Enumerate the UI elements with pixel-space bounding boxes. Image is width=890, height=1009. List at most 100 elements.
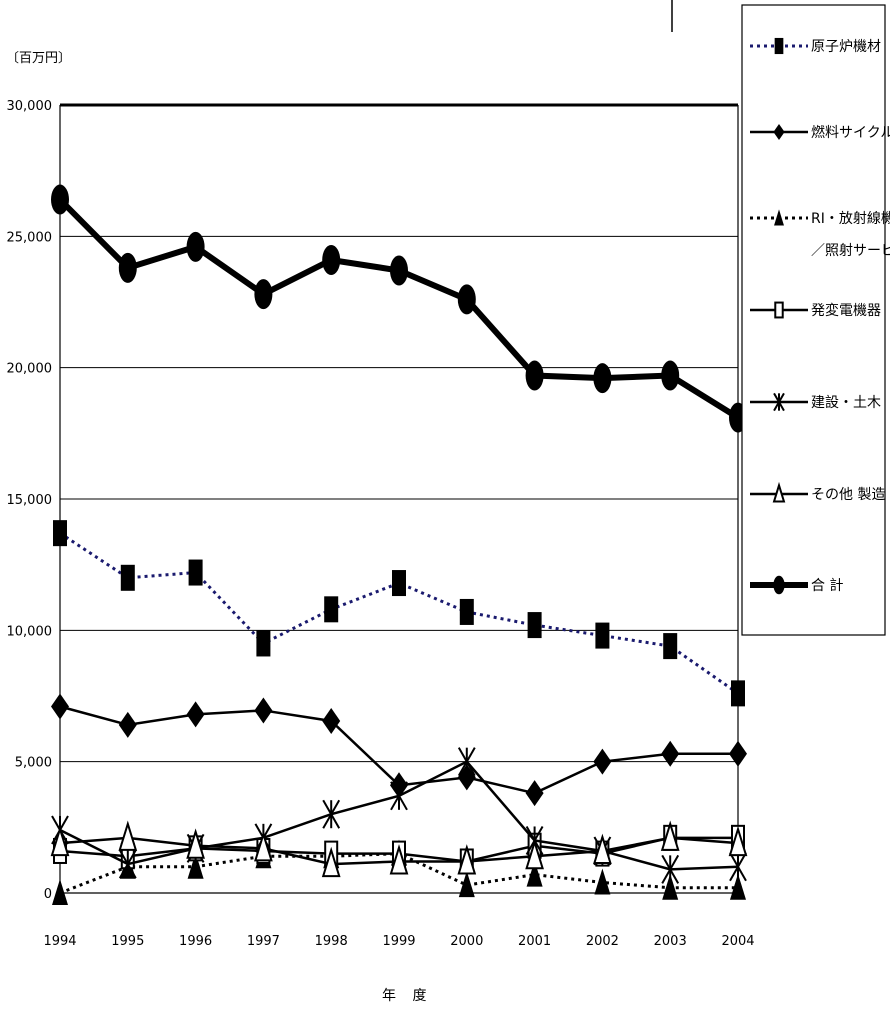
marker-shape — [53, 520, 67, 547]
data-point — [728, 825, 748, 857]
x-tick-label: 1994 — [43, 934, 76, 949]
data-point — [457, 747, 476, 777]
data-point — [186, 828, 205, 859]
y-tick-label: 30,000 — [7, 99, 53, 114]
data-point — [52, 879, 68, 905]
data-point — [729, 852, 747, 882]
marker-shape — [525, 780, 544, 807]
data-point — [322, 799, 341, 829]
marker-shape — [772, 481, 786, 503]
marker-shape — [773, 123, 785, 141]
data-point — [187, 852, 204, 879]
marker-shape — [731, 680, 745, 707]
marker-shape — [186, 828, 205, 859]
legend-label: 建設・土木 — [811, 395, 881, 411]
marker-shape — [663, 633, 678, 660]
data-point — [118, 252, 137, 283]
x-tick-label: 1996 — [179, 934, 212, 949]
marker-shape — [525, 360, 544, 391]
marker-shape — [188, 559, 203, 586]
data-point — [525, 838, 544, 870]
marker-shape — [457, 844, 477, 875]
data-point — [390, 781, 408, 811]
marker-shape — [774, 301, 784, 319]
marker-shape — [51, 693, 69, 720]
legend-marker — [773, 123, 785, 141]
y-axis-label: 〔百万円〕 — [6, 51, 71, 66]
series-group — [50, 184, 748, 905]
legend-marker — [774, 37, 784, 55]
marker-shape — [321, 846, 341, 878]
x-tick-label: 1999 — [382, 934, 415, 949]
data-point — [527, 612, 542, 639]
data-point — [120, 564, 135, 591]
marker-shape — [324, 596, 339, 623]
marker-stroke — [322, 799, 341, 829]
marker-shape — [118, 711, 137, 738]
marker-shape — [660, 820, 680, 851]
legend-label: 発変電機器 — [811, 302, 881, 319]
marker-shape — [392, 570, 406, 597]
data-point — [322, 244, 341, 275]
legend-item: 建設・土木 — [750, 392, 881, 412]
data-point — [50, 825, 70, 857]
data-point — [525, 780, 544, 807]
y-tick-labels: 0 5,000 10,000 15,000 20,000 25,000 30,000 — [7, 99, 53, 902]
series-2 — [51, 693, 747, 807]
data-point — [51, 693, 69, 720]
data-point — [526, 860, 543, 887]
legend-item: 燃料サイクル — [750, 123, 890, 141]
data-point — [729, 740, 747, 767]
legend-marker — [774, 209, 784, 226]
marker-shape — [51, 184, 69, 215]
series-7 — [51, 184, 747, 433]
data-point — [731, 680, 745, 707]
x-tick-label: 1997 — [247, 934, 280, 949]
marker-shape — [593, 363, 612, 394]
data-point — [392, 570, 406, 597]
legend-item: 原子炉機材 — [750, 37, 881, 55]
marker-stroke — [457, 747, 476, 777]
marker-stroke — [661, 854, 680, 884]
legend-marker — [774, 301, 784, 319]
legend-label: 原子炉機材 — [811, 39, 881, 55]
data-point — [254, 279, 273, 310]
marker-shape — [187, 852, 204, 879]
y-tick-label: 0 — [44, 887, 52, 902]
data-point — [593, 748, 612, 775]
marker-shape — [390, 255, 408, 286]
legend-item: RI・放射線機器 ／照射サービス — [750, 209, 890, 259]
x-axis-label: 年 度 — [382, 988, 432, 1004]
data-point — [389, 844, 409, 875]
marker-shape — [593, 748, 612, 775]
marker-shape — [254, 830, 273, 862]
data-point — [661, 360, 680, 391]
data-point — [663, 633, 678, 660]
marker-shape — [457, 284, 476, 315]
data-point — [661, 740, 680, 767]
data-point — [322, 707, 341, 734]
legend-label: 燃料サイクル — [811, 124, 890, 141]
data-point — [457, 844, 477, 875]
marker-stroke — [390, 781, 408, 811]
data-point — [118, 820, 138, 851]
marker-shape — [118, 252, 137, 283]
marker-shape — [594, 868, 611, 895]
marker-shape — [662, 873, 679, 900]
data-point — [186, 231, 205, 262]
marker-shape — [322, 707, 341, 734]
data-point — [53, 520, 67, 547]
marker-stroke — [773, 392, 785, 412]
data-point — [593, 363, 612, 394]
series-line — [59, 531, 739, 695]
y-tick-label: 15,000 — [7, 493, 53, 508]
legend-label: 合 計 — [811, 578, 843, 594]
marker-shape — [661, 740, 680, 767]
marker-shape — [256, 630, 271, 657]
marker-shape — [661, 360, 680, 391]
data-point — [118, 849, 137, 879]
marker-stroke — [729, 852, 747, 882]
marker-shape — [774, 209, 784, 226]
